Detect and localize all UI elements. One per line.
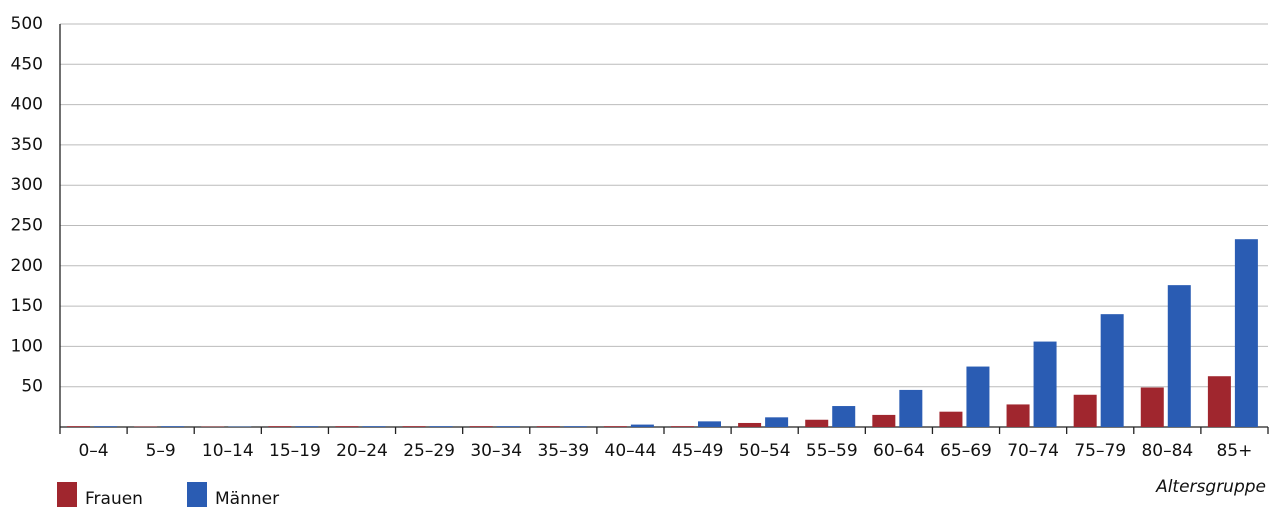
bar xyxy=(1007,404,1030,427)
x-tick-label: 15–19 xyxy=(269,441,321,461)
bar xyxy=(403,426,426,427)
legend-label: Männer xyxy=(215,489,279,509)
x-tick-label: 20–24 xyxy=(336,441,388,461)
bar xyxy=(470,426,493,427)
y-tick-label: 100 xyxy=(11,336,43,356)
x-tick-label: 40–44 xyxy=(605,441,657,461)
x-tick-label: 55–59 xyxy=(806,441,858,461)
bar xyxy=(1208,376,1231,427)
x-tick-label: 50–54 xyxy=(739,441,791,461)
bar xyxy=(631,425,654,427)
bar xyxy=(1235,239,1258,427)
bar xyxy=(939,412,962,427)
x-tick-label: 85+ xyxy=(1216,441,1252,461)
bar xyxy=(362,426,385,427)
x-tick-label: 0–4 xyxy=(78,441,108,461)
bar xyxy=(604,426,627,427)
bar xyxy=(295,426,318,427)
y-tick-label: 300 xyxy=(11,175,43,195)
bar xyxy=(94,426,117,427)
x-tick-label: 60–64 xyxy=(873,441,925,461)
x-tick-label: 25–29 xyxy=(403,441,455,461)
bar xyxy=(564,426,587,427)
bar xyxy=(698,421,721,427)
y-tick-label: 350 xyxy=(11,135,43,155)
y-tick-label: 500 xyxy=(11,14,43,34)
x-tick-label: 5–9 xyxy=(146,441,176,461)
bar xyxy=(671,426,694,427)
bar xyxy=(872,415,895,427)
bar xyxy=(537,426,560,427)
bar xyxy=(1074,395,1097,427)
bar xyxy=(805,420,828,427)
bar xyxy=(268,426,291,427)
bar xyxy=(738,423,761,427)
x-tick-label: 70–74 xyxy=(1007,441,1059,461)
bar xyxy=(1034,342,1057,427)
bar xyxy=(765,417,788,427)
x-tick-label: 35–39 xyxy=(537,441,589,461)
bar xyxy=(1141,388,1164,427)
x-tick-label: 10–14 xyxy=(202,441,254,461)
x-tick-label: 65–69 xyxy=(940,441,992,461)
bar xyxy=(497,426,520,427)
x-axis-label: Altersgruppe xyxy=(1155,477,1266,497)
bar xyxy=(899,390,922,427)
bar xyxy=(67,426,90,427)
x-tick-label: 80–84 xyxy=(1141,441,1193,461)
y-tick-label: 50 xyxy=(21,377,43,397)
y-tick-label: 250 xyxy=(11,216,43,236)
legend-swatch xyxy=(57,482,77,507)
bar xyxy=(1168,285,1191,427)
legend-label: Frauen xyxy=(85,489,143,509)
x-tick-label: 30–34 xyxy=(470,441,522,461)
x-tick-label: 45–49 xyxy=(672,441,724,461)
y-tick-label: 400 xyxy=(11,95,43,115)
y-tick-label: 200 xyxy=(11,256,43,276)
x-tick-label: 75–79 xyxy=(1074,441,1126,461)
bar xyxy=(430,426,453,427)
y-tick-label: 450 xyxy=(11,54,43,74)
legend-swatch xyxy=(187,482,207,507)
y-tick-label: 150 xyxy=(11,296,43,316)
bar xyxy=(1101,314,1124,427)
bar xyxy=(161,426,184,427)
bar xyxy=(966,367,989,427)
bar xyxy=(335,426,358,427)
bar xyxy=(832,406,855,427)
